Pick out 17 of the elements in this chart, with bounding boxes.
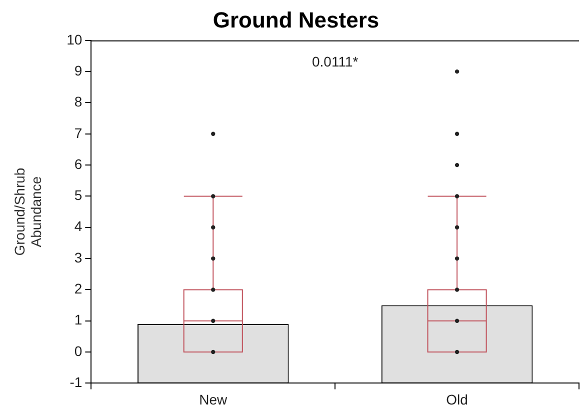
chart-title: Ground Nesters — [212, 7, 380, 32]
y-tick-label: 2 — [74, 280, 82, 297]
y-tick-label: 1 — [74, 312, 82, 328]
y-tick-label: 6 — [74, 156, 82, 172]
y-tick-label: 4 — [74, 218, 82, 234]
y-tick-label: -1 — [70, 374, 82, 390]
annotation: 0.0111* — [312, 53, 359, 70]
y-tick-label: 5 — [74, 187, 82, 204]
y-tick-label: 9 — [74, 62, 82, 78]
x-tick-label: New — [199, 391, 228, 408]
y-tick-label: 3 — [74, 249, 82, 266]
y-tick-label: 7 — [74, 124, 82, 141]
y-tick-label: 0 — [74, 342, 82, 359]
y-axis-title: Ground/Shrub Abundance — [11, 168, 44, 256]
x-tick-label: Old — [446, 391, 468, 408]
y-tick-label: 10 — [66, 31, 82, 48]
y-tick-label: 8 — [74, 94, 82, 110]
